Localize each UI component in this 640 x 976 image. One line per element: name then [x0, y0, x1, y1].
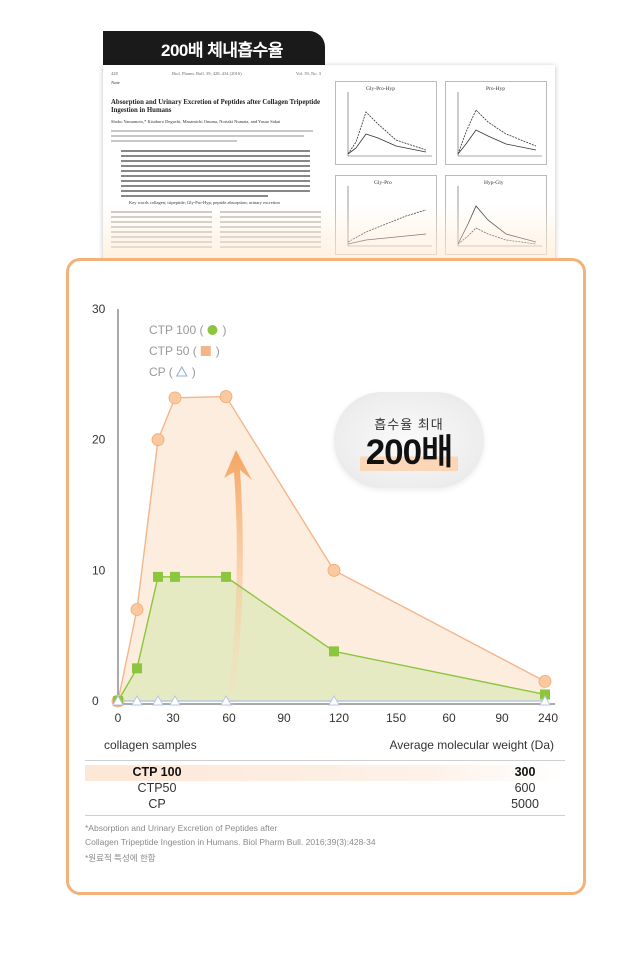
- y-tick-label: 20: [92, 433, 106, 447]
- legend-icon-0: [207, 325, 218, 335]
- legend-icon-1: [200, 346, 211, 356]
- paper-note: Note: [111, 80, 120, 85]
- series-areas: [118, 396, 545, 701]
- y-axis: 0 10 20 30: [92, 302, 119, 708]
- paper-figure-title-2: Pro-Hyp: [486, 86, 505, 92]
- point-1-1: [132, 663, 142, 674]
- point-0-5: [327, 563, 341, 577]
- series-area-1: [118, 576, 545, 701]
- reference-note-2: Collagen Tripeptide Ingestion in Humans.…: [85, 837, 376, 847]
- reference-note-1: *Absorption and Urinary Excretion of Pep…: [85, 823, 278, 833]
- point-2-0: [112, 694, 124, 706]
- y-tick-label: 10: [92, 563, 106, 577]
- paper-figure-plot-2: [457, 92, 542, 157]
- paper-authors: Shoko Yamamoto,* Kisaburo Deguchi, Masam…: [111, 119, 281, 124]
- table-bottom-divider: [85, 815, 565, 816]
- legend-label-0: CTP 100 (: [149, 323, 203, 337]
- paper-figure-title-4: Hyp-Gly: [484, 180, 504, 186]
- y-tick-label: 0: [92, 694, 99, 708]
- legend-close-paren-0: ): [222, 323, 226, 337]
- paper-figure-title-1: Gly-Pro-Hyp: [366, 86, 396, 92]
- x-tick-label: 240: [538, 711, 558, 725]
- paper-keywords: Key words collagen; tripeptide; Gly-Pro-…: [129, 200, 280, 205]
- x-axis: 0 30 60 90 120 150 60 90 240: [115, 703, 558, 725]
- x-tick-label: 120: [329, 711, 349, 725]
- disclaimer-note: *원료적 특성에 한함: [85, 853, 156, 863]
- table-row: CTP50 600: [85, 781, 565, 797]
- point-1-2: [153, 571, 163, 582]
- table-row: CTP 100 300: [85, 765, 565, 781]
- point-1-4: [221, 571, 231, 582]
- table-header-samples: collagen samples: [104, 738, 197, 752]
- paper-title: Absorption and Urinary Excretion of Pept…: [111, 99, 321, 114]
- table-header-weight: Average molecular weight (Da): [389, 738, 554, 752]
- paper-figure-title-3: Gly-Pro: [374, 180, 392, 186]
- point-0-6: [538, 675, 552, 688]
- point-2-5: [328, 694, 340, 706]
- paper-abstract-lines: [111, 130, 321, 197]
- row-sample-name: CTP50: [137, 781, 177, 795]
- series-markers: [111, 390, 552, 708]
- legend-close-paren-2: ): [192, 365, 196, 379]
- point-1-6: [540, 689, 550, 700]
- legend-close-paren-1: ): [216, 344, 220, 358]
- row-weight-value: 600: [514, 781, 536, 795]
- point-0-1: [130, 603, 144, 616]
- paper-figure-1: Gly-Pro-Hyp: [335, 81, 437, 165]
- row-weight-value: 5000: [511, 797, 539, 811]
- legend-label-1: CTP 50 (: [149, 344, 197, 358]
- x-tick-label: 90: [495, 711, 509, 725]
- callout-bubble: 흡수율 최대 200배: [334, 392, 484, 488]
- point-2-1: [131, 694, 143, 706]
- paper-thumbnail: 428 Biol. Pharm. Bull. 39, 428–434 (2016…: [103, 65, 555, 295]
- x-tick-label: 90: [277, 711, 291, 725]
- arrow-shape: [224, 450, 252, 708]
- legend-icon-2: [175, 365, 188, 377]
- callout-big-text: 200배: [359, 435, 459, 471]
- x-tick-label: 150: [386, 711, 406, 725]
- point-2-6: [539, 694, 551, 706]
- row-sample-name: CTP 100: [132, 765, 182, 779]
- paper-volume: Vol. 39, No. 3: [295, 71, 321, 76]
- row-weight-value: 300: [514, 765, 536, 779]
- header-tag: 200배 체내흡수율: [103, 31, 325, 65]
- point-2-2: [152, 694, 164, 706]
- legend-label-2: CP (: [149, 365, 173, 379]
- callout-small-text: 흡수율 최대: [374, 417, 444, 432]
- y-tick-label: 30: [92, 302, 106, 316]
- paper-figure-2: Pro-Hyp: [445, 81, 547, 165]
- table-row: CP 5000: [85, 797, 565, 813]
- x-tick-label: 60: [222, 711, 236, 725]
- x-tick-label: 60: [442, 711, 456, 725]
- point-1-5: [329, 646, 339, 657]
- point-0-2: [151, 433, 165, 447]
- paper-figure-plot-1: [347, 92, 432, 157]
- point-0-4: [219, 390, 233, 403]
- increase-arrow: [224, 450, 252, 708]
- x-tick-label: 30: [166, 711, 180, 725]
- point-0-3: [168, 391, 182, 405]
- point-2-4: [220, 694, 232, 706]
- x-tick-label: 0: [115, 711, 122, 725]
- legend: CTP 100 () CTP 50 () CP (): [149, 323, 226, 379]
- table-divider: [85, 760, 565, 761]
- row-sample-name: CP: [148, 797, 166, 811]
- point-2-3: [169, 694, 181, 706]
- point-1-3: [170, 571, 180, 582]
- paper-page-num: 428: [111, 71, 118, 76]
- paper-journal: Biol. Pharm. Bull. 39, 428–434 (2016): [171, 71, 242, 76]
